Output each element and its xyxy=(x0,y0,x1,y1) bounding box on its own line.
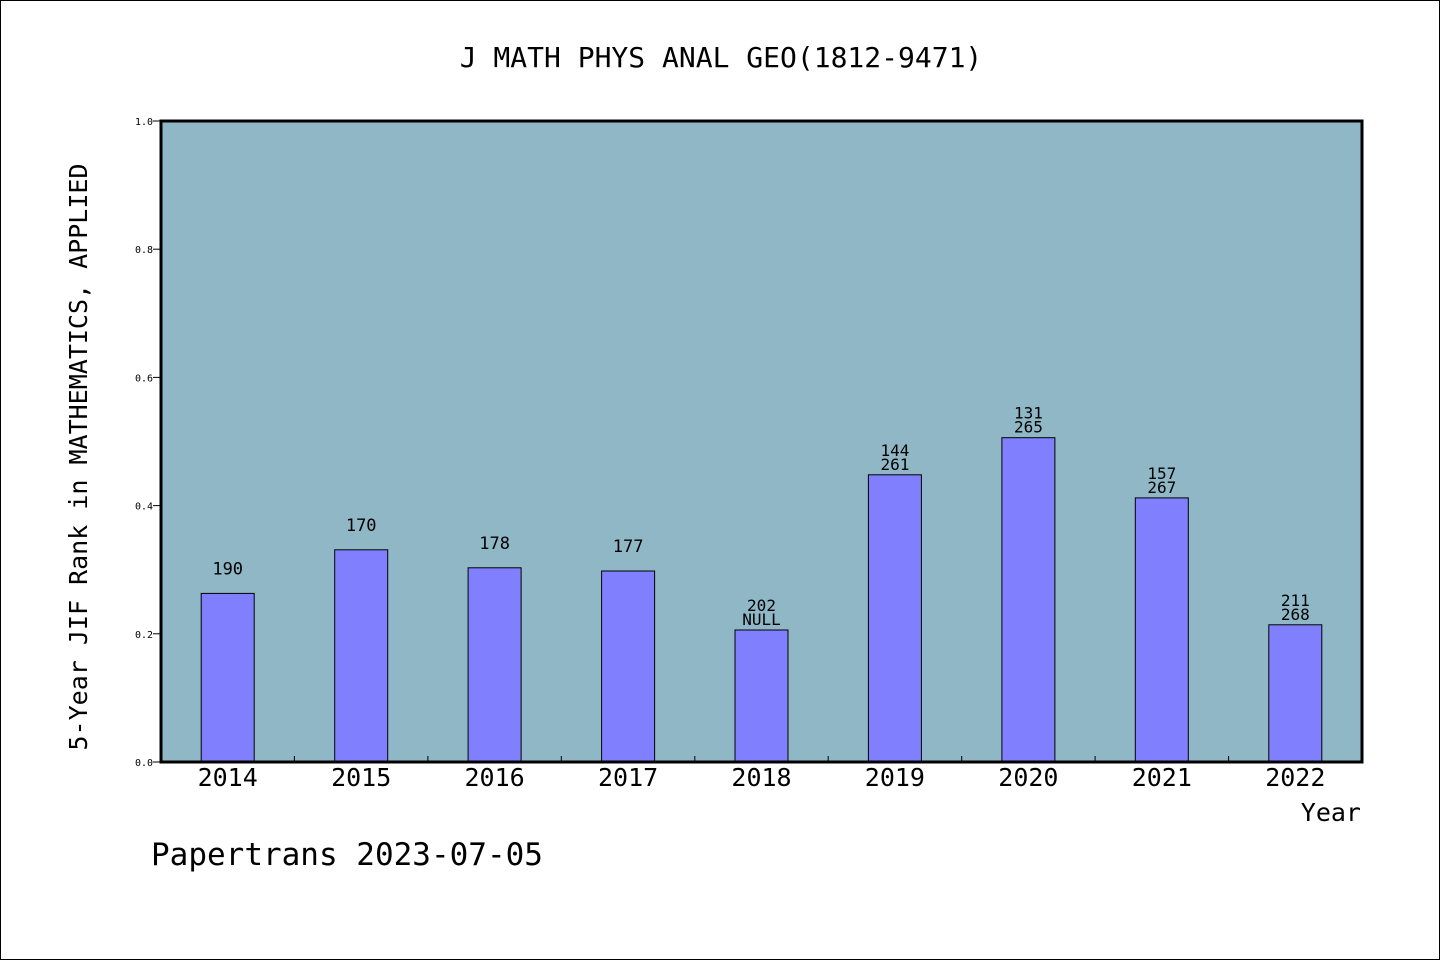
bar-2020 xyxy=(1001,437,1056,763)
y-tick-label: 1.0 xyxy=(135,117,153,128)
x-tick-label-2015: 2015 xyxy=(331,763,391,792)
y-tick-label: 0.0 xyxy=(135,758,153,769)
bar-2022 xyxy=(1268,624,1323,763)
bar-label-2015: 170 xyxy=(346,516,377,536)
x-tick-label-2018: 2018 xyxy=(731,763,791,792)
bar-label-2020-line-2: 265 xyxy=(1014,418,1043,437)
x-tick-label-2019: 2019 xyxy=(865,763,925,792)
x-tick-label-2016: 2016 xyxy=(464,763,524,792)
bar-label-2018-line-2: NULL xyxy=(742,610,781,629)
bar-label-2016: 178 xyxy=(479,534,510,554)
bar-label-2021-line-2: 267 xyxy=(1147,478,1176,497)
bar-2015 xyxy=(334,549,389,763)
bar-label-2022-line-1: 211 xyxy=(1281,591,1310,610)
y-tick-label: 0.2 xyxy=(135,630,153,641)
bar-label-2019-line-1: 144 xyxy=(880,441,909,460)
y-tick-label: 0.4 xyxy=(135,502,153,513)
footer-note: Papertrans 2023-07-05 xyxy=(151,837,543,873)
x-axis: 2014 2015 2016 2017 2018 2019 2020 2021 2022 xyxy=(198,756,1325,792)
bar-label-2022-line-2: 268 xyxy=(1281,605,1310,624)
x-tick-label-2020: 2020 xyxy=(998,763,1058,792)
bar-2019 xyxy=(867,474,922,763)
x-tick-label-2014: 2014 xyxy=(198,763,258,792)
bar-2014 xyxy=(200,592,255,763)
bar-2017 xyxy=(601,570,656,763)
bar-label-2014: 190 xyxy=(212,559,243,579)
bar-label-2018-line-1: 202 xyxy=(747,596,776,615)
bars-layer xyxy=(200,437,1323,763)
y-axis-label: 5-Year JIF Rank in MATHEMATICS, APPLIED xyxy=(64,164,93,751)
chart-title: J MATH PHYS ANAL GEO(1812-9471) xyxy=(460,41,983,74)
bar-label-2017: 177 xyxy=(613,537,644,557)
x-axis-label: Year xyxy=(1301,798,1361,827)
bar-label-2020-line-1: 131 xyxy=(1014,404,1043,423)
plot-frame xyxy=(159,119,1364,764)
bar-label-2021-line-1: 157 xyxy=(1147,464,1176,483)
y-tick-label: 0.6 xyxy=(135,373,153,384)
x-tick-label-2021: 2021 xyxy=(1132,763,1192,792)
bar-label-2019-line-2: 261 xyxy=(880,455,909,474)
y-tick-label: 0.8 xyxy=(135,245,153,256)
bar-2021 xyxy=(1134,497,1189,763)
bar-2018 xyxy=(734,629,789,763)
y-axis: 0.0 0.2 0.4 0.6 0.8 1.0 xyxy=(135,117,161,769)
x-tick-label-2017: 2017 xyxy=(598,763,658,792)
bar-2016 xyxy=(467,567,522,763)
x-tick-label-2022: 2022 xyxy=(1265,763,1325,792)
